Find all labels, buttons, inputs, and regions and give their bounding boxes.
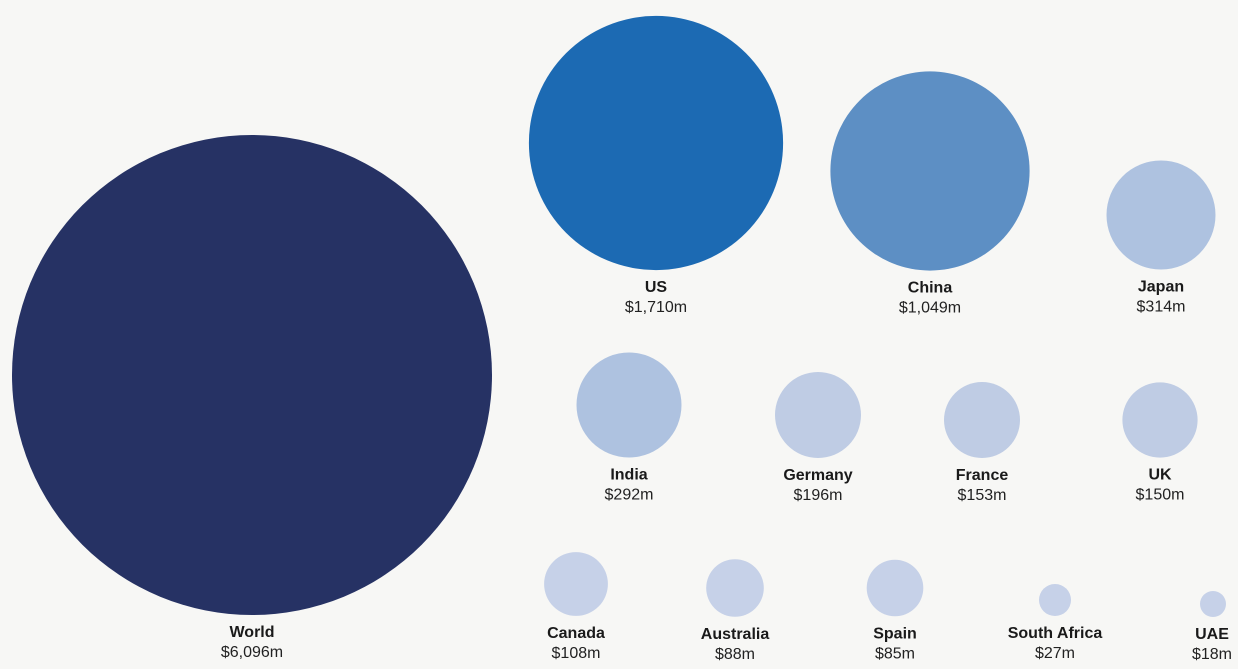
bubble-label-canada: Canada: [547, 625, 605, 642]
bubble-value-south-africa: $27m: [1035, 645, 1075, 662]
bubble-world: [12, 135, 492, 615]
bubble-value-canada: $108m: [552, 645, 601, 662]
bubble-group-india: India $292m: [576, 352, 682, 504]
bubble-group-canada: Canada $108m: [544, 552, 608, 662]
bubble-label-china: China: [908, 280, 953, 297]
bubble-value-us: $1,710m: [625, 299, 687, 316]
bubble-value-uk: $150m: [1136, 487, 1185, 504]
bubble-value-germany: $196m: [794, 487, 843, 504]
bubble-label-us: US: [645, 279, 668, 296]
bubble-value-japan: $314m: [1137, 298, 1186, 315]
bubble-us: [528, 15, 784, 271]
bubble-germany: [775, 372, 861, 458]
bubble-value-uae: $18m: [1192, 646, 1232, 663]
bubble-china: [830, 71, 1030, 271]
bubble-label-uae: UAE: [1195, 626, 1229, 643]
bubble-group-france: France $153m: [944, 382, 1020, 504]
bubble-group-australia: Australia $88m: [701, 559, 770, 663]
bubble-label-uk: UK: [1148, 467, 1172, 484]
bubble-uk: [1122, 382, 1198, 458]
bubble-australia: [706, 559, 764, 617]
bubble-south-africa: [1039, 584, 1071, 616]
bubble-group-japan: Japan $314m: [1106, 160, 1216, 315]
bubble-group-world: World $6,096m: [12, 135, 492, 661]
bubble-label-france: France: [956, 467, 1009, 484]
bubble-label-world: World: [229, 624, 274, 641]
bubble-label-spain: Spain: [873, 625, 917, 642]
bubble-group-uae: UAE $18m: [1192, 591, 1232, 663]
bubble-value-france: $153m: [958, 487, 1007, 504]
bubble-france: [944, 382, 1020, 458]
bubble-label-germany: Germany: [783, 467, 852, 484]
bubble-spain: [866, 559, 924, 617]
bubble-group-china: China $1,049m: [830, 71, 1030, 317]
bubble-group-germany: Germany $196m: [775, 372, 861, 504]
bubble-value-australia: $88m: [715, 646, 755, 663]
bubble-uae: [1200, 591, 1226, 617]
bubble-value-world: $6,096m: [221, 644, 283, 661]
bubble-canada: [544, 552, 608, 616]
bubble-value-spain: $85m: [875, 645, 915, 662]
bubble-value-china: $1,049m: [899, 300, 961, 317]
bubble-label-india: India: [610, 467, 647, 484]
bubble-japan: [1106, 160, 1216, 270]
bubble-label-south-africa: South Africa: [1008, 625, 1103, 642]
bubble-value-india: $292m: [605, 487, 654, 504]
bubble-group-south-africa: South Africa $27m: [1008, 584, 1103, 662]
bubble-india: [576, 352, 682, 458]
bubble-label-japan: Japan: [1138, 278, 1184, 295]
bubble-label-australia: Australia: [701, 626, 770, 643]
bubble-group-us: US $1,710m: [528, 15, 784, 316]
bubble-group-spain: Spain $85m: [866, 559, 924, 662]
bubble-group-uk: UK $150m: [1122, 382, 1198, 504]
